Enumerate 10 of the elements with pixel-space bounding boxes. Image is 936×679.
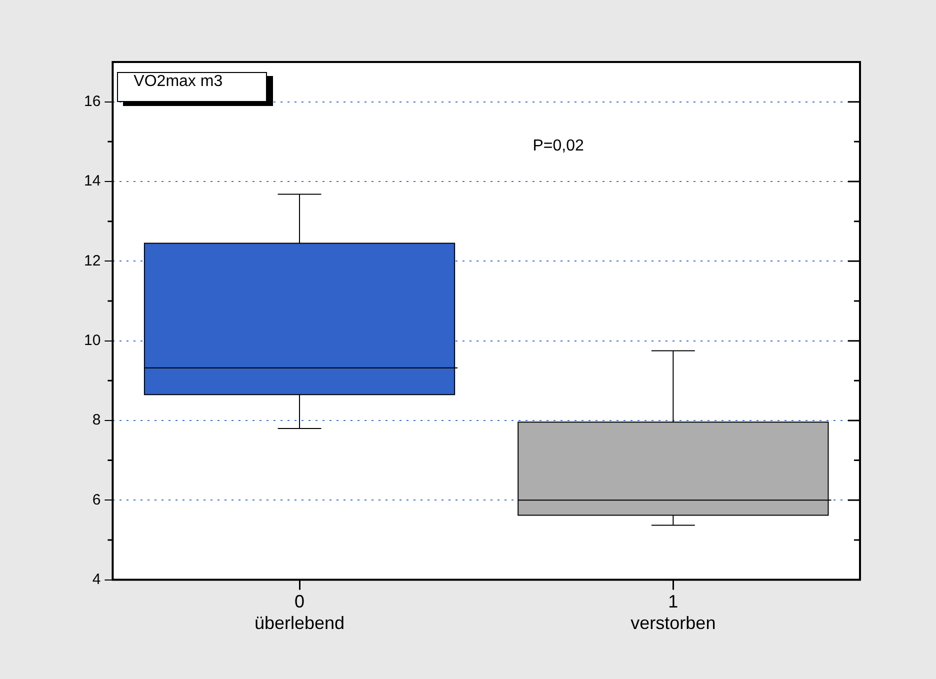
y-tick-label: 12	[84, 252, 101, 270]
y-tick-label: 16	[84, 92, 101, 110]
y-tick-label: 8	[92, 412, 101, 429]
annotation: P=0,02	[532, 137, 584, 154]
y-tick-label: 4	[92, 570, 101, 588]
x-tick-label: 1 verstorben	[630, 592, 716, 634]
x-tick-label: 0 überlebend	[254, 592, 345, 634]
y-tick-label: 10	[84, 332, 101, 349]
y-tick-label: 6	[92, 491, 101, 508]
y-tick-label: 14	[84, 172, 101, 190]
